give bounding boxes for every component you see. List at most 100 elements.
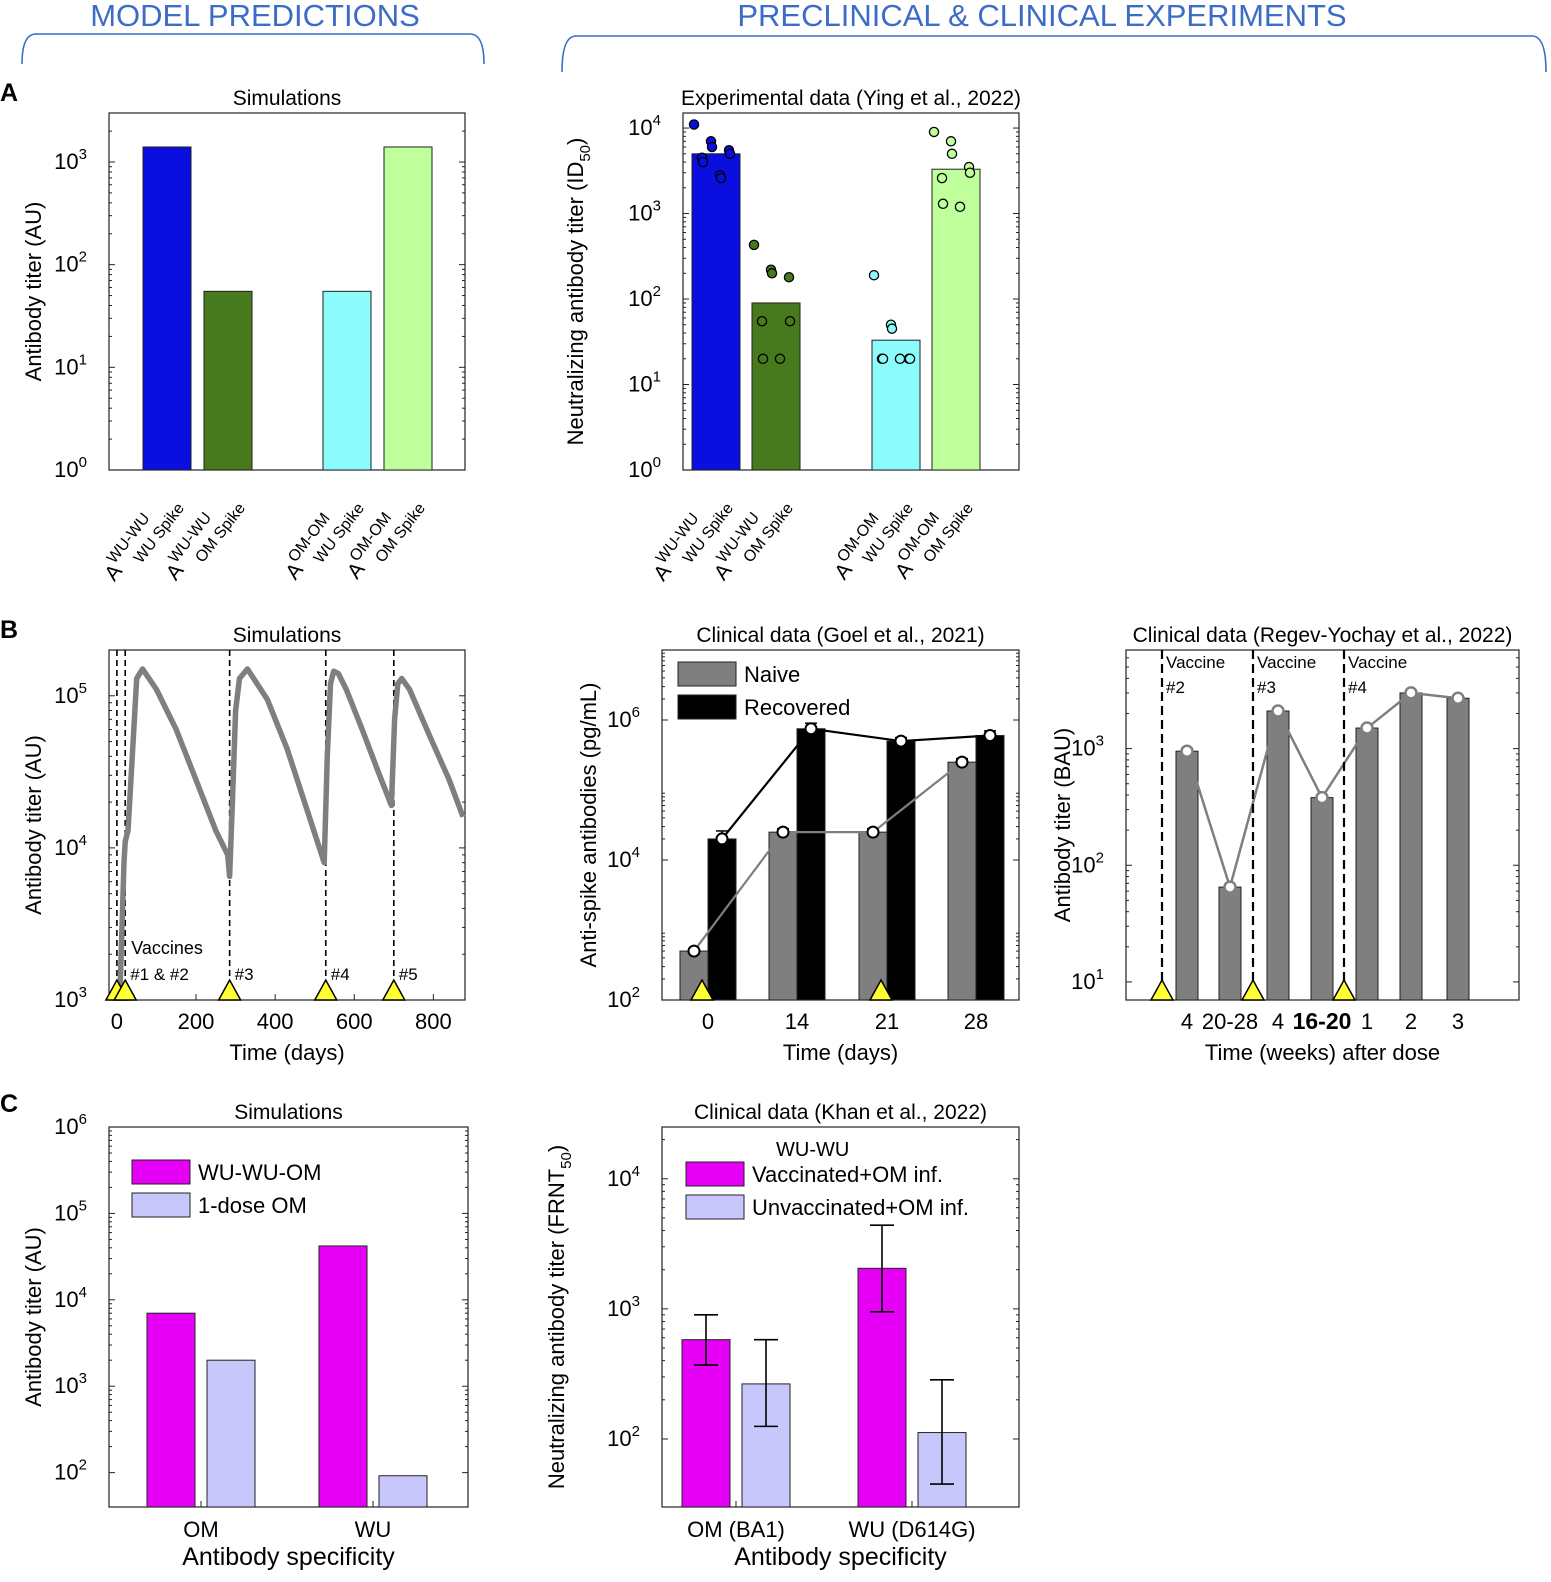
x-category-label: AWU-WUOM Spike	[157, 487, 249, 590]
vaccine-dose-marker	[1331, 978, 1357, 1001]
vaccine-annotation: #2	[1166, 678, 1185, 697]
legend-label: Unvaccinated+OM inf.	[752, 1195, 969, 1220]
legend-super-label: WU-WU	[776, 1139, 849, 1161]
vaccine-dose-marker	[313, 978, 339, 1001]
x-tick-label: 4	[1181, 1009, 1193, 1034]
vaccine-dose-marker	[689, 978, 715, 1001]
vaccine-annotation: #5	[399, 965, 418, 984]
data-point	[697, 156, 709, 168]
y-tick-label: 100	[54, 454, 87, 482]
legend-swatch	[685, 1194, 745, 1220]
y-tick-label: 104	[54, 1284, 87, 1312]
mean-point	[687, 944, 701, 958]
x-axis-label: Antibody specificity	[182, 1543, 395, 1571]
chart-C2: Clinical data (Khan et al., 2022) 102 103 1…	[544, 1101, 1020, 1571]
header-model-predictions: MODEL PREDICTIONS	[90, 0, 420, 33]
bar	[318, 1245, 368, 1508]
chart-C1: Simulations 102 103 104 105 106 Antibody titer…	[21, 1101, 469, 1571]
x-tick-label: 16-20	[1293, 1008, 1352, 1034]
data-point	[946, 148, 958, 160]
mean-point	[955, 755, 969, 769]
chart-A1: Simulations 100 101 102 103 Antibody titer (A…	[21, 87, 466, 590]
y-tick-label: 101	[628, 369, 661, 397]
data-point	[757, 353, 769, 365]
vaccine-annotation: #4	[1348, 678, 1367, 697]
legend-swatch	[685, 1161, 745, 1187]
vaccine-dose-marker	[868, 978, 894, 1001]
panel-label-c: C	[0, 1090, 18, 1118]
plot-frame	[682, 112, 1020, 471]
bar	[1175, 750, 1199, 1001]
data-point	[748, 239, 760, 251]
legend-label: Naive	[744, 662, 800, 687]
y-tick-label: 103	[54, 984, 87, 1012]
chart-title: Simulations	[233, 624, 342, 647]
data-point	[774, 353, 786, 365]
bar	[681, 1339, 731, 1508]
data-point	[756, 315, 768, 327]
data-point	[766, 268, 778, 279]
panel-label-b: B	[0, 616, 18, 644]
data-point	[688, 119, 700, 130]
vaccine-dose-marker	[217, 978, 242, 1001]
y-axis-label: Antibody titer (AU)	[21, 1227, 46, 1407]
bar	[707, 838, 737, 1001]
mean-point	[715, 832, 729, 846]
bar	[768, 831, 798, 1001]
plot-frame	[661, 649, 1020, 1001]
bar	[1218, 886, 1242, 1001]
data-point	[877, 353, 889, 365]
y-tick-label: 102	[54, 1457, 87, 1485]
data-point	[715, 172, 727, 184]
bar	[203, 290, 253, 471]
data-point	[886, 323, 898, 334]
chart-title: Clinical data (Regev-Yochay et al., 2022…	[1133, 624, 1513, 647]
y-tick-label: 105	[54, 1197, 87, 1225]
legend-label: 1-dose OM	[198, 1193, 307, 1218]
series-line-naive	[693, 761, 963, 952]
data-point	[964, 167, 976, 179]
mean-point	[776, 825, 790, 839]
mean-point	[1315, 790, 1329, 805]
x-tick-label: WU (D614G)	[848, 1517, 975, 1542]
data-point	[945, 136, 957, 147]
x-axis-label: Time (days)	[229, 1040, 344, 1065]
y-tick-label: 104	[607, 1163, 640, 1191]
y-tick-label: 102	[628, 283, 661, 311]
chart-title: Simulations	[233, 87, 342, 110]
header-bracket-left	[21, 33, 485, 65]
data-point	[706, 141, 718, 153]
legend-swatch	[131, 1192, 191, 1218]
x-tick-label: 28	[964, 1009, 988, 1034]
data-point	[954, 201, 966, 213]
bar	[206, 1359, 256, 1508]
legend-label: Vaccinated+OM inf.	[752, 1162, 943, 1187]
data-point	[936, 172, 948, 184]
chart-title: Clinical data (Khan et al., 2022)	[694, 1101, 987, 1124]
x-tick-label: 3	[1452, 1009, 1464, 1034]
bar	[383, 146, 433, 471]
legend-label: Recovered	[744, 695, 850, 720]
plot-frame	[661, 1126, 1020, 1508]
x-tick-label: 0	[111, 1009, 123, 1034]
x-axis-label: Antibody specificity	[734, 1543, 947, 1571]
header-experiments: PRECLINICAL & CLINICAL EXPERIMENTS	[737, 0, 1346, 33]
y-tick-label: 103	[54, 1370, 87, 1398]
legend-label: WU-WU-OM	[198, 1160, 321, 1185]
y-tick-label: 102	[54, 249, 87, 277]
header-bracket-right	[561, 35, 1547, 73]
bar	[796, 728, 826, 1001]
chart-title: Clinical data (Goel et al., 2021)	[696, 624, 984, 647]
x-tick-label: 200	[178, 1009, 215, 1034]
x-tick-label: 1	[1361, 1009, 1373, 1034]
x-category-label: AWU-WUOM Spike	[705, 487, 797, 590]
vaccine-annotation: #4	[331, 965, 350, 984]
bar	[858, 831, 888, 1001]
vaccine-annotation: #1 & #2	[130, 965, 189, 984]
data-point	[894, 353, 906, 365]
bar	[1446, 697, 1470, 1001]
legend-swatch	[677, 694, 737, 720]
y-tick-label: 104	[54, 832, 87, 860]
x-tick-label: OM	[183, 1517, 218, 1542]
